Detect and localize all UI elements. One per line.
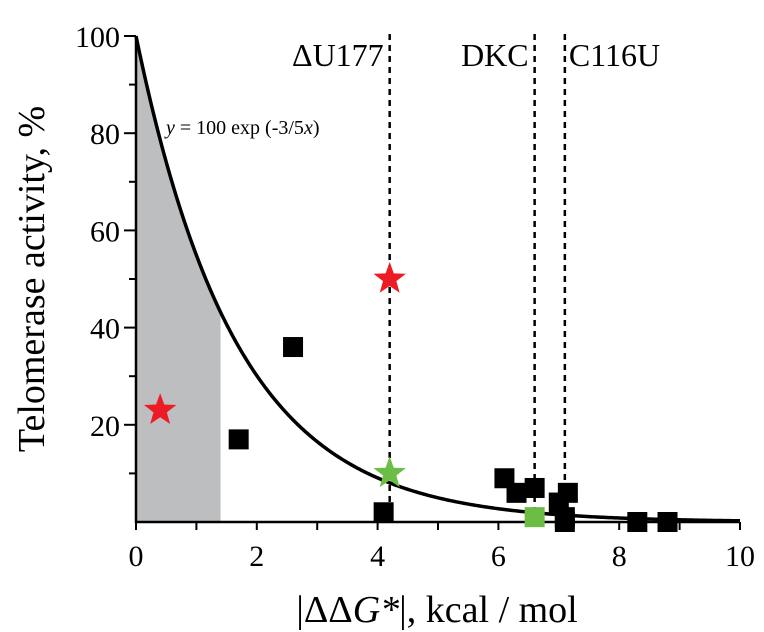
- data-point-square-0-11: [657, 512, 678, 532]
- data-point-square-0-2: [373, 502, 394, 523]
- y-tick-label: 60: [90, 215, 120, 248]
- data-point-star-3-0: [373, 456, 406, 488]
- vertical-lines-layer: [388, 34, 567, 522]
- x-axis-title: |ΔΔG*|, kcal / mol: [296, 589, 578, 631]
- fit-formula-part-1: y: [164, 117, 175, 139]
- x-tick-label: 10: [725, 540, 755, 573]
- fit-formula-part-4: ): [313, 117, 320, 139]
- y-tick-label: 100: [75, 21, 120, 54]
- x-tick-label: 0: [129, 540, 144, 573]
- x-axis-title-part-1: |ΔΔ: [296, 589, 352, 631]
- x-tick-label: 2: [249, 540, 264, 573]
- data-point-square-0-9: [554, 512, 575, 532]
- data-point-star-2-1: [373, 262, 406, 293]
- y-axis-title: Telomerase activity, %: [11, 106, 53, 452]
- x-axis-title-part-2: G*: [353, 589, 399, 631]
- shaded-region-layer: [136, 36, 221, 522]
- shaded-region: [136, 36, 221, 522]
- x-tick-label: 8: [612, 540, 627, 573]
- data-points-layer: [143, 262, 678, 532]
- y-tick-label: 80: [90, 118, 120, 151]
- data-point-square-0-10: [627, 512, 648, 532]
- labels-layer: ΔU177 DKC C116U 0 2 4 6 8 10 20 40 60 80 100: [75, 21, 755, 573]
- data-point-square-1-0: [524, 507, 545, 528]
- vertical-line-label-1: DKC: [461, 37, 529, 73]
- data-point-square-0-1: [283, 337, 304, 358]
- x-axis-title-part-3: |, kcal / mol: [399, 589, 578, 631]
- data-point-square-0-4: [506, 482, 527, 503]
- x-tick-label: 6: [491, 540, 506, 573]
- x-tick-label: 4: [370, 540, 385, 573]
- y-tick-label: 20: [90, 410, 120, 443]
- vertical-line-label-2: C116U: [569, 37, 660, 73]
- vertical-line-label-0: ΔU177: [292, 37, 384, 73]
- fit-formula: y = 100 exp (-3/5x): [164, 117, 320, 139]
- data-point-square-0-8: [557, 482, 578, 503]
- fit-formula-part-3: x: [303, 117, 313, 139]
- data-point-square-0-5: [524, 477, 545, 498]
- data-point-star-2-0: [143, 393, 177, 424]
- fit-formula-part-2: = 100 exp (-3/5: [175, 117, 304, 139]
- fit-curve-layer: [134, 35, 741, 523]
- y-tick-label: 40: [90, 313, 120, 346]
- data-point-square-0-0: [228, 429, 249, 450]
- fit-curve: [134, 35, 741, 523]
